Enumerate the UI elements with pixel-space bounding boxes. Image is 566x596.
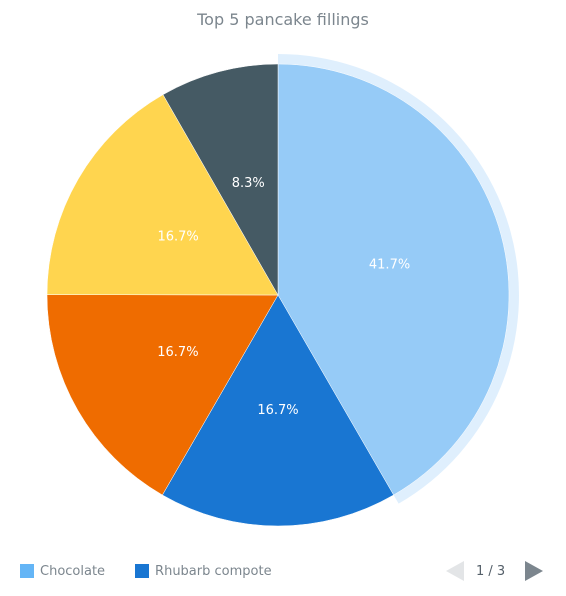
pie-slices [46,54,520,527]
legend-next-arrow-icon[interactable] [525,561,544,581]
legend-label-rhubarb-compote: Rhubarb compote [155,563,272,579]
legend-label-chocolate: Chocolate [40,563,106,579]
pie-slice-slice-4[interactable] [46,94,279,296]
pie-data-labels: 41.7% 16.7% 16.7% 16.7% 8.3% [157,176,410,418]
legend: Chocolate Rhubarb compote [20,562,302,580]
pie-slice-chocolate[interactable] [277,63,510,496]
pie-slice-slice-3[interactable] [46,294,279,496]
legend-item-rhubarb-compote[interactable]: Rhubarb compote [135,564,272,579]
pie-slice-rhubarb-compote[interactable] [162,294,394,527]
legend-prev-arrow-icon[interactable] [446,561,464,581]
data-label-slice-5: 8.3% [232,176,265,191]
legend-item-chocolate[interactable]: Chocolate [20,564,105,579]
legend-pager: 1 / 3 [446,560,544,582]
legend-swatch-chocolate [20,564,34,578]
legend-swatch-rhubarb-compote [135,564,150,578]
data-label-chocolate: 41.7% [369,258,410,273]
data-label-slice-3: 16.7% [157,345,198,360]
legend-page-count: 1 / 3 [476,563,506,579]
pie-slice-slice-5[interactable] [162,63,279,296]
data-label-rhubarb-compote: 16.7% [257,403,298,418]
chart-title: Top 5 pancake fillings [197,10,369,29]
data-label-slice-4: 16.7% [157,230,198,245]
